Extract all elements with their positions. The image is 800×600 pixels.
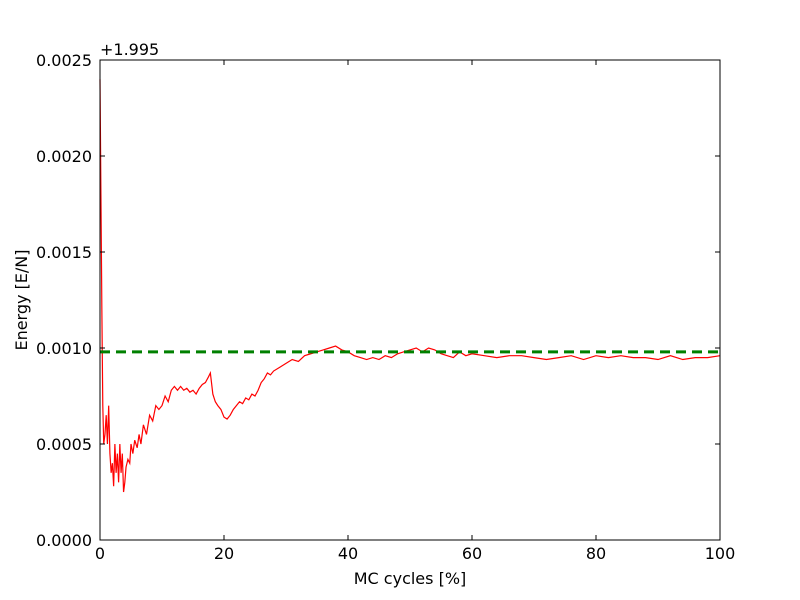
x-tick-label: 40 [338, 544, 358, 563]
x-tick-label: 20 [214, 544, 234, 563]
x-tick-label: 0 [95, 544, 105, 563]
y-tick-label: 0.0010 [36, 339, 92, 358]
y-offset-label: +1.995 [100, 40, 159, 59]
y-tick-label: 0.0025 [36, 51, 92, 70]
y-tick-label: 0.0000 [36, 531, 92, 550]
ticks-layer: 0 20 40 60 80 100 0.0000 0.0005 0.0010 0.0015 0.00… [36, 51, 735, 563]
x-tick-label: 60 [462, 544, 482, 563]
y-tick-label: 0.0015 [36, 243, 92, 262]
x-tick-label: 100 [705, 544, 736, 563]
y-tick-label: 0.0005 [36, 435, 92, 454]
plot-frame [99, 59, 721, 541]
y-tick-label: 0.0020 [36, 147, 92, 166]
y-axis-label: Energy [E/N] [12, 249, 31, 350]
series-layer [99, 79, 721, 493]
energy-series-line [99, 79, 721, 493]
x-axis-label: MC cycles [%] [354, 569, 467, 588]
x-tick-label: 80 [586, 544, 606, 563]
